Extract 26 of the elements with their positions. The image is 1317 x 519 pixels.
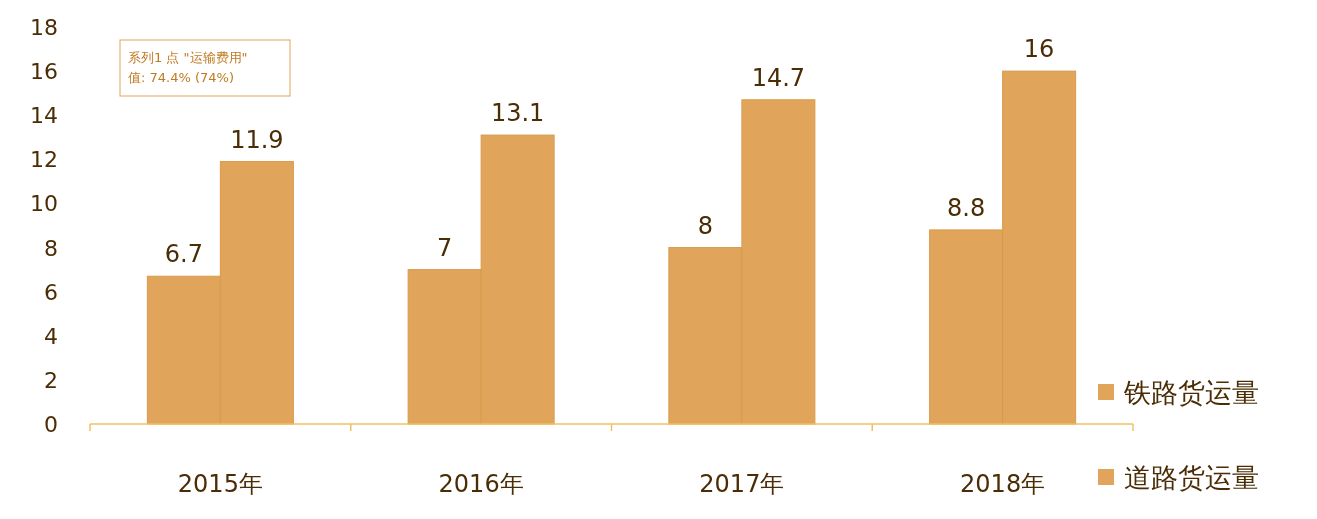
data-label: 8.8 — [947, 193, 986, 222]
y-tick-label: 8 — [44, 235, 58, 261]
x-tick-label: 2017年 — [699, 470, 785, 498]
y-tick-label: 4 — [44, 323, 58, 349]
x-tick-label: 2015年 — [177, 470, 263, 498]
tooltip-box: 系列1 点 "运输费用" 值: 74.4% (74%) — [119, 39, 291, 97]
data-label: 11.9 — [230, 125, 284, 154]
y-tick-label: 2 — [44, 367, 58, 393]
legend-label: 铁路货运量 — [1123, 377, 1259, 408]
annotation: 系列1 点 "运输费用" 值: 74.4% (74%) — [128, 50, 248, 85]
x-tick-label: 2016年 — [438, 470, 524, 498]
legend-label: 道路货运量 — [1124, 462, 1259, 493]
y-tick-label: 10 — [30, 191, 58, 217]
data-label: 7 — [436, 233, 453, 262]
data-label: 16 — [1023, 35, 1055, 64]
y-tick-label: 0 — [44, 412, 58, 437]
data-label: 14.7 — [751, 63, 806, 92]
data-label: 8 — [697, 211, 714, 240]
y-tick-label: 12 — [30, 147, 58, 173]
y-tick-label: 18 — [30, 15, 58, 40]
data-label: 6.7 — [164, 240, 203, 269]
x-tick-label: 2018年 — [960, 470, 1046, 498]
data-label: 13.1 — [490, 99, 545, 128]
y-tick-label: 6 — [44, 279, 58, 305]
y-tick-label: 16 — [30, 59, 58, 85]
y-tick-label: 14 — [30, 103, 58, 129]
